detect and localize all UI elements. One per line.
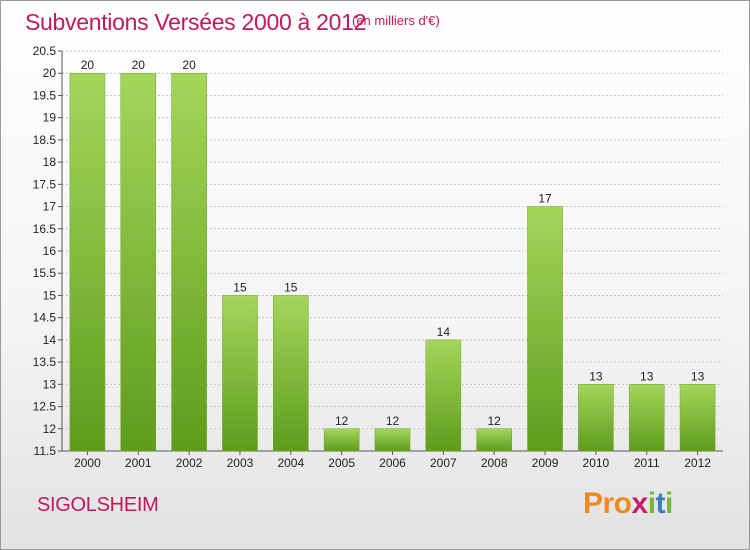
- y-tick-label: 18: [43, 155, 57, 169]
- y-tick-label: 20: [43, 66, 57, 80]
- y-tick-label: 14.5: [33, 311, 57, 325]
- x-tick-label-2001: 2001: [125, 456, 152, 470]
- data-label-2009: 17: [538, 192, 552, 206]
- bar-2003: [222, 295, 258, 452]
- commune-name: SIGOLSHEIM: [37, 494, 159, 516]
- y-tick-label: 14: [43, 333, 57, 347]
- data-label-2005: 12: [335, 414, 349, 428]
- x-tick-label-2004: 2004: [277, 456, 304, 470]
- y-tick-label: 17: [43, 200, 57, 214]
- y-tick-label: 17.5: [33, 177, 57, 191]
- y-tick-label: 13.5: [33, 355, 57, 369]
- y-tick-label: 18.5: [33, 133, 57, 147]
- chart-subtitle: (en milliers d'€): [352, 13, 440, 28]
- bar-2007: [425, 339, 462, 452]
- data-label-2003: 15: [233, 280, 247, 294]
- bar-2006: [374, 428, 411, 452]
- x-tick-label-2011: 2011: [634, 456, 660, 470]
- x-tick-label-2006: 2006: [379, 456, 406, 470]
- y-tick-label: 16: [43, 244, 57, 258]
- y-tick-label: 19.5: [33, 88, 57, 102]
- x-tick-label-2008: 2008: [481, 456, 508, 470]
- bar-2010: [578, 384, 614, 452]
- y-tick-label: 19: [43, 111, 57, 125]
- axes: [58, 50, 723, 455]
- bar-2001: [120, 72, 157, 452]
- x-tick-label-2003: 2003: [227, 456, 254, 470]
- data-label-2007: 14: [437, 325, 451, 339]
- data-label-2006: 12: [386, 414, 400, 428]
- data-label-2012: 13: [691, 369, 705, 383]
- bar-2009: [527, 206, 563, 452]
- bar-2005: [323, 428, 360, 452]
- x-tick-label-2005: 2005: [328, 456, 355, 470]
- data-label-2000: 20: [81, 58, 95, 72]
- x-tick-label-2010: 2010: [583, 456, 610, 470]
- proxiti-logo[interactable]: Proxiti: [583, 487, 673, 520]
- data-label-2011: 13: [640, 369, 654, 383]
- x-tick-label-2009: 2009: [532, 456, 559, 470]
- bar-2004: [273, 295, 309, 452]
- y-tick-label: 12: [43, 422, 57, 436]
- y-tick-label: 16.5: [33, 222, 57, 236]
- y-tick-label: 15: [43, 288, 57, 302]
- data-label-2002: 20: [182, 58, 196, 72]
- data-label-2001: 20: [132, 58, 146, 72]
- bar-2008: [476, 428, 512, 452]
- y-tick-label: 15.5: [33, 266, 57, 280]
- bar-2000: [69, 72, 106, 452]
- bar-2011: [628, 384, 665, 452]
- bar-2002: [171, 72, 207, 452]
- chart-title: Subventions Versées 2000 à 2012: [25, 9, 367, 35]
- labels: 11.5 12 12.5 13 13.5 14 14.5 15 15.5 16 16.5 17 17.5…: [33, 44, 712, 470]
- data-label-2008: 12: [488, 414, 502, 428]
- x-tick-label-2012: 2012: [684, 456, 711, 470]
- y-tick-label: 11.5: [34, 444, 57, 458]
- bar-2012: [679, 384, 716, 452]
- x-tick-label-2002: 2002: [176, 456, 203, 470]
- bars: [69, 72, 716, 452]
- x-tick-label-2000: 2000: [74, 456, 101, 470]
- x-tick-label-2007: 2007: [430, 456, 457, 470]
- y-tick-label: 12.5: [33, 400, 57, 414]
- data-label-2010: 13: [589, 369, 603, 383]
- y-tick-label: 13: [43, 377, 57, 391]
- y-tick-label: 20.5: [33, 44, 57, 58]
- gridlines: [62, 50, 723, 452]
- data-label-2004: 15: [284, 280, 298, 294]
